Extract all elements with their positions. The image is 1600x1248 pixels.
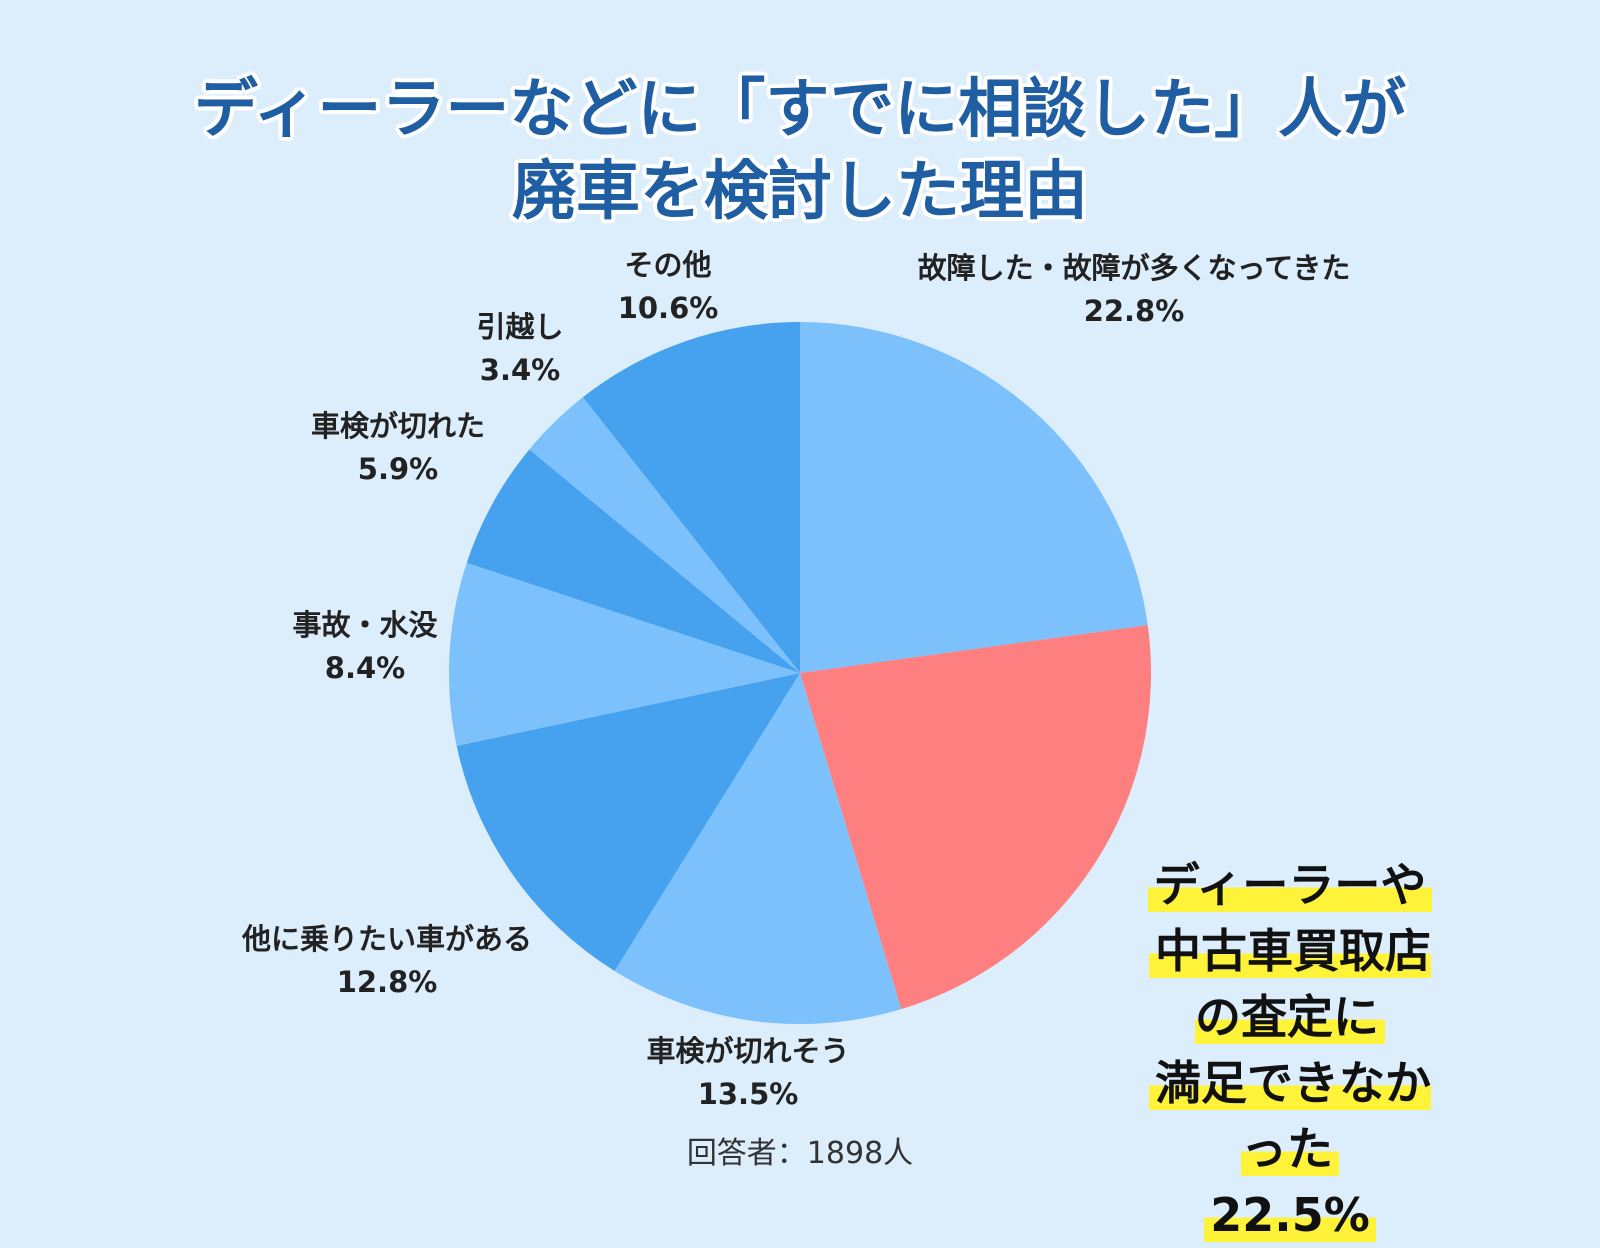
slice-value-text: 8.4%: [324, 651, 406, 685]
slice-value-text: 12.8%: [336, 965, 438, 999]
slice-label-text: 他に乗りたい車がある: [241, 922, 533, 956]
slice-label-accident: 事故・水没 8.4%: [292, 604, 437, 690]
slice-label-text: 引越し: [476, 310, 564, 344]
slice-label-breakdown: 故障した・故障が多くなってきた 22.8%: [918, 247, 1351, 333]
callout-value: 22.5%: [1204, 1188, 1376, 1242]
highlight-callout: ディーラーや 中古車買取店の査定に 満足できなかった 22.5%: [1135, 852, 1445, 1248]
slice-label-text: 事故・水没: [292, 608, 438, 642]
slice-label-text: その他: [624, 248, 712, 282]
slice-label-moving: 引越し 3.4%: [476, 306, 563, 392]
pie-slice: [800, 322, 1148, 673]
pie-slice: [456, 673, 800, 972]
pie-slice: [800, 625, 1151, 1010]
respondent-count: 回答者：1898人: [686, 1136, 914, 1171]
slice-label-text: 車検が切れた: [310, 409, 486, 443]
pie-slice: [614, 673, 902, 1024]
slice-value-text: 5.9%: [357, 452, 439, 486]
slice-label-other: その他 10.6%: [618, 244, 719, 330]
callout-line2: 中古車買取店の査定に: [1149, 924, 1431, 1044]
pie-slice: [466, 449, 800, 673]
slice-value-text: 3.4%: [479, 353, 561, 387]
pie-slice: [448, 562, 800, 746]
slice-label-other-car: 他に乗りたい車がある 12.8%: [242, 918, 532, 1004]
pie-slice: [529, 397, 800, 673]
slice-label-text: 車検が切れそう: [646, 1034, 850, 1068]
slice-label-inspection-soon: 車検が切れそう 13.5%: [646, 1030, 849, 1116]
chart-title-line1: ディーラーなどに「すでに相談した」人が: [193, 73, 1407, 147]
slice-label-inspection-expired: 車検が切れた 5.9%: [311, 405, 485, 491]
callout-line1: ディーラーや: [1147, 858, 1433, 912]
slice-value-text: 22.8%: [1083, 294, 1185, 328]
pie-slice: [582, 322, 800, 673]
slice-value-text: 13.5%: [697, 1077, 799, 1111]
slice-value-text: 10.6%: [617, 291, 719, 325]
pie-chart: [448, 322, 1151, 1024]
chart-title-line2: 廃車を検討した理由: [512, 155, 1088, 229]
slice-label-text: 故障した・故障が多くなってきた: [917, 251, 1351, 285]
